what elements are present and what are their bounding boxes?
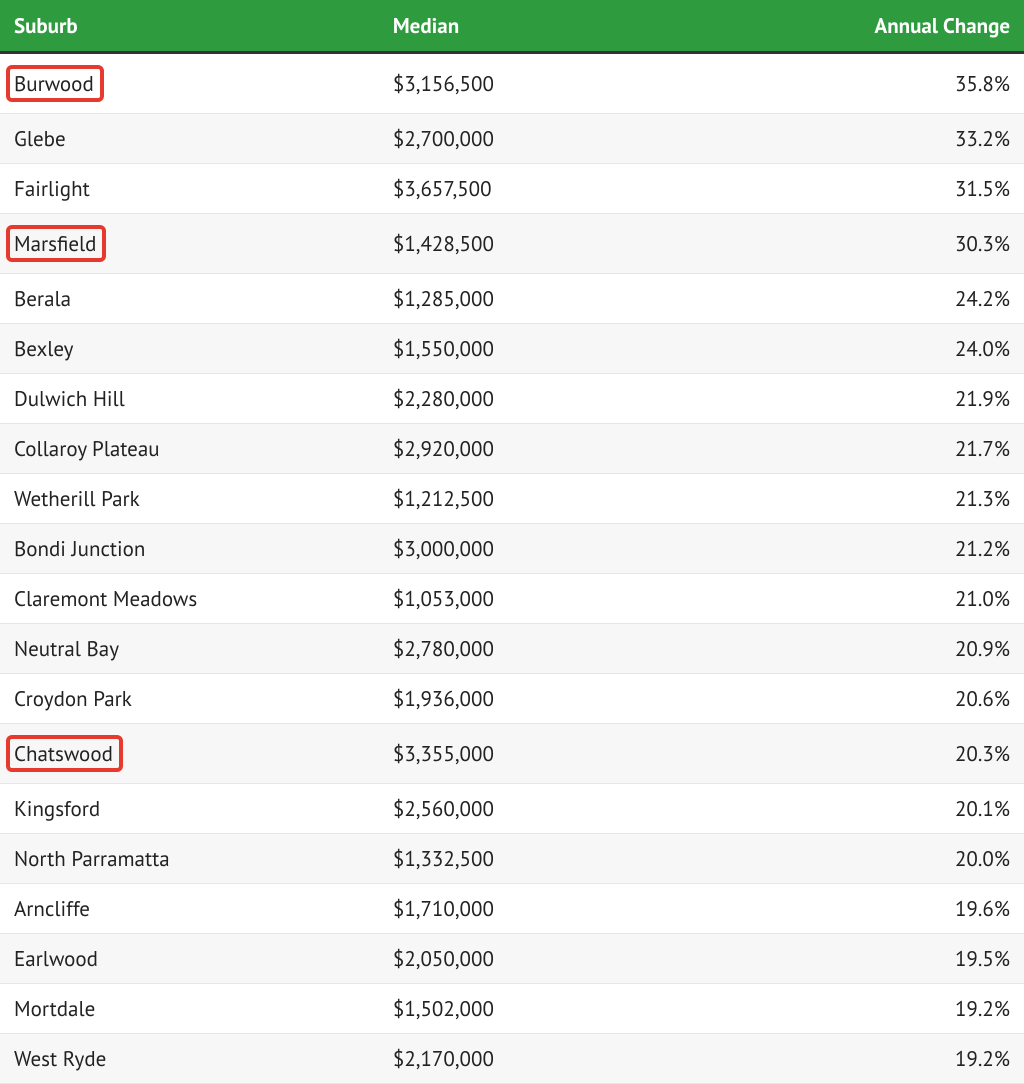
table-row: North Parramatta$1,332,50020.0%	[0, 834, 1024, 884]
table-row: Earlwood$2,050,00019.5%	[0, 934, 1024, 984]
table-row: Collaroy Plateau$2,920,00021.7%	[0, 424, 1024, 474]
table-body: Burwood$3,156,50035.8%Glebe$2,700,00033.…	[0, 53, 1024, 1084]
cell-median: $1,053,000	[379, 574, 717, 624]
cell-suburb: Mortdale	[0, 984, 379, 1034]
cell-suburb: Claremont Meadows	[0, 574, 379, 624]
cell-suburb: Arncliffe	[0, 884, 379, 934]
cell-annual-change: 20.6%	[717, 674, 1024, 724]
cell-suburb: Bondi Junction	[0, 524, 379, 574]
cell-suburb: Wetherill Park	[0, 474, 379, 524]
cell-median: $3,355,000	[379, 724, 717, 784]
table-row: Burwood $3,156,50035.8%	[0, 53, 1024, 114]
highlight-box: Marsfield	[6, 225, 106, 262]
table-row: Chatswood $3,355,00020.3%	[0, 724, 1024, 784]
cell-suburb: North Parramatta	[0, 834, 379, 884]
cell-suburb: Berala	[0, 274, 379, 324]
cell-annual-change: 21.7%	[717, 424, 1024, 474]
table-row: Marsfield $1,428,50030.3%	[0, 214, 1024, 274]
table-header-row: Suburb Median Annual Change	[0, 0, 1024, 53]
highlight-box: Burwood	[6, 65, 104, 102]
cell-annual-change: 19.2%	[717, 984, 1024, 1034]
cell-suburb: Neutral Bay	[0, 624, 379, 674]
table-row: Dulwich Hill$2,280,00021.9%	[0, 374, 1024, 424]
table-row: West Ryde$2,170,00019.2%	[0, 1034, 1024, 1084]
cell-annual-change: 30.3%	[717, 214, 1024, 274]
cell-suburb: Burwood	[0, 53, 379, 114]
cell-annual-change: 33.2%	[717, 114, 1024, 164]
cell-annual-change: 20.0%	[717, 834, 1024, 884]
cell-median: $2,700,000	[379, 114, 717, 164]
cell-suburb: Bexley	[0, 324, 379, 374]
cell-annual-change: 21.3%	[717, 474, 1024, 524]
cell-suburb: West Ryde	[0, 1034, 379, 1084]
cell-annual-change: 31.5%	[717, 164, 1024, 214]
cell-annual-change: 20.9%	[717, 624, 1024, 674]
cell-suburb: Marsfield	[0, 214, 379, 274]
cell-suburb: Kingsford	[0, 784, 379, 834]
cell-median: $2,920,000	[379, 424, 717, 474]
cell-annual-change: 19.5%	[717, 934, 1024, 984]
cell-annual-change: 21.2%	[717, 524, 1024, 574]
cell-annual-change: 20.1%	[717, 784, 1024, 834]
table-row: Glebe$2,700,00033.2%	[0, 114, 1024, 164]
cell-suburb: Collaroy Plateau	[0, 424, 379, 474]
table-row: Bondi Junction$3,000,00021.2%	[0, 524, 1024, 574]
table-row: Mortdale$1,502,00019.2%	[0, 984, 1024, 1034]
cell-median: $3,156,500	[379, 53, 717, 114]
cell-suburb: Fairlight	[0, 164, 379, 214]
table-row: Fairlight$3,657,50031.5%	[0, 164, 1024, 214]
cell-median: $1,710,000	[379, 884, 717, 934]
cell-suburb: Chatswood	[0, 724, 379, 784]
cell-median: $1,502,000	[379, 984, 717, 1034]
cell-median: $1,550,000	[379, 324, 717, 374]
cell-median: $2,050,000	[379, 934, 717, 984]
table-row: Claremont Meadows$1,053,00021.0%	[0, 574, 1024, 624]
cell-annual-change: 20.3%	[717, 724, 1024, 784]
cell-median: $1,212,500	[379, 474, 717, 524]
cell-median: $3,000,000	[379, 524, 717, 574]
cell-median: $1,332,500	[379, 834, 717, 884]
table-row: Croydon Park$1,936,00020.6%	[0, 674, 1024, 724]
table-row: Berala$1,285,00024.2%	[0, 274, 1024, 324]
cell-median: $1,936,000	[379, 674, 717, 724]
cell-annual-change: 21.9%	[717, 374, 1024, 424]
cell-median: $1,428,500	[379, 214, 717, 274]
table-row: Arncliffe$1,710,00019.6%	[0, 884, 1024, 934]
cell-median: $3,657,500	[379, 164, 717, 214]
cell-median: $2,280,000	[379, 374, 717, 424]
highlight-box: Chatswood	[6, 735, 123, 772]
cell-annual-change: 35.8%	[717, 53, 1024, 114]
cell-annual-change: 19.6%	[717, 884, 1024, 934]
cell-median: $1,285,000	[379, 274, 717, 324]
table-row: Neutral Bay$2,780,00020.9%	[0, 624, 1024, 674]
header-annual-change[interactable]: Annual Change	[717, 0, 1024, 53]
cell-annual-change: 21.0%	[717, 574, 1024, 624]
cell-suburb: Dulwich Hill	[0, 374, 379, 424]
header-median[interactable]: Median	[379, 0, 717, 53]
cell-annual-change: 24.0%	[717, 324, 1024, 374]
cell-median: $2,780,000	[379, 624, 717, 674]
cell-annual-change: 24.2%	[717, 274, 1024, 324]
header-suburb[interactable]: Suburb	[0, 0, 379, 53]
table-row: Bexley$1,550,00024.0%	[0, 324, 1024, 374]
cell-suburb: Glebe	[0, 114, 379, 164]
cell-annual-change: 19.2%	[717, 1034, 1024, 1084]
cell-median: $2,170,000	[379, 1034, 717, 1084]
cell-median: $2,560,000	[379, 784, 717, 834]
cell-suburb: Earlwood	[0, 934, 379, 984]
table-row: Kingsford$2,560,00020.1%	[0, 784, 1024, 834]
property-table: Suburb Median Annual Change Burwood $3,15…	[0, 0, 1024, 1084]
table-row: Wetherill Park$1,212,50021.3%	[0, 474, 1024, 524]
cell-suburb: Croydon Park	[0, 674, 379, 724]
